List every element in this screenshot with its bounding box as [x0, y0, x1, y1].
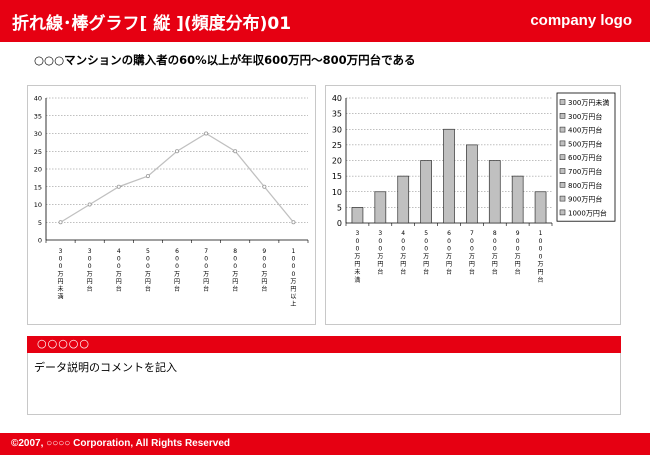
x-category-label: 3 0 0 万円台	[87, 248, 93, 293]
legend-label: 700万円台	[568, 167, 602, 176]
x-category-label: 7 0 0 万円台	[203, 248, 209, 293]
data-point	[291, 220, 296, 225]
footer-bar: ©2007, ○○○○ Corporation, All Rights Rese…	[0, 433, 650, 455]
comment-box: データ説明のコメントを記入	[27, 353, 621, 415]
x-category-label: 3 0 0 万円未満	[354, 230, 360, 284]
data-line	[60, 132, 294, 223]
x-category-label: 9 0 0 万円台	[515, 230, 521, 276]
y-tick-label: 25	[34, 148, 42, 156]
y-tick-label: 0	[38, 237, 42, 245]
y-tick-label: 40	[34, 95, 42, 103]
comment-header: ○○○○○	[27, 336, 621, 353]
legend-swatch	[559, 99, 566, 105]
bar	[511, 175, 524, 224]
legend-label: 600万円台	[568, 153, 602, 162]
bar	[466, 144, 478, 224]
data-point	[233, 149, 238, 154]
chart-headline: ○○○マンションの購入者の60%以上が年収600万円～800万円台である	[34, 53, 416, 67]
y-tick-label: 20	[34, 166, 42, 174]
legend-swatch	[559, 140, 566, 147]
legend-box	[556, 92, 616, 222]
comment-title: ○○○○○	[37, 337, 90, 350]
x-category-label: 1 0 0 0 万円以上	[290, 248, 296, 308]
bar	[351, 207, 364, 224]
legend-swatch	[559, 168, 566, 174]
bar-chart: 0 5 10 15 20 25 30 35 40 3 0 0 万円未満 3 0 0 万円台 4 0 0 万円台 5 0 0 万円…	[332, 92, 616, 284]
y-tick-label: 25	[332, 141, 342, 150]
data-point	[174, 149, 179, 154]
x-category-label: 3 0 0 万円未満	[58, 248, 64, 301]
legend-label: 300万円台	[568, 112, 602, 121]
bar	[443, 128, 455, 224]
bar	[488, 160, 501, 224]
legend-label: 900万円台	[568, 195, 602, 204]
y-tick-label: 5	[38, 219, 42, 227]
x-category-label: 8 0 0 万円台	[492, 230, 498, 276]
y-tick-label: 30	[332, 125, 342, 134]
legend-label: 300万円未満	[568, 98, 609, 107]
legend-label: 800万円台	[568, 181, 602, 190]
bar	[420, 160, 432, 224]
y-tick-label: 35	[34, 112, 42, 120]
copyright-text: ©2007, ○○○○ Corporation, All Rights Rese…	[11, 438, 230, 449]
line-chart: 0 5 10 15 20 25 30 35 40 3 0 0 万円未満 3 0 0 万円台 4 0 0 万円台 5 0 0 万円…	[34, 95, 309, 308]
page-title: 折れ線･棒グラフ[ 縦 ](頻度分布)01	[12, 14, 292, 34]
data-point	[58, 220, 63, 225]
data-point	[87, 202, 92, 207]
legend-swatch	[559, 112, 566, 119]
y-tick-label: 20	[332, 157, 342, 166]
bar	[397, 175, 410, 224]
y-tick-label: 5	[337, 203, 342, 212]
x-category-label: 7 0 0 万円台	[469, 230, 475, 276]
bar	[534, 191, 547, 224]
y-tick-label: 0	[337, 219, 342, 228]
legend-swatch	[559, 126, 566, 133]
comment-text: データ説明のコメントを記入	[34, 361, 177, 374]
data-point	[262, 184, 267, 189]
line-chart-panel: 0 5 10 15 20 25 30 35 40 3 0 0 万円未満 3 0 0 万円台 4 0 0 万円台 5 0 0 万円…	[27, 85, 316, 325]
x-category-label: 5 0 0 万円台	[145, 248, 151, 293]
y-tick-label: 35	[332, 110, 342, 119]
y-tick-label: 10	[34, 201, 42, 209]
header-bar: 折れ線･棒グラフ[ 縦 ](頻度分布)01 company logo	[0, 0, 650, 42]
x-category-label: 6 0 0 万円台	[174, 248, 180, 293]
data-point	[116, 184, 121, 189]
data-point	[204, 131, 209, 136]
x-category-label: 1 0 0 0 万円台	[538, 230, 544, 284]
y-tick-label: 30	[34, 130, 42, 138]
legend-label: 1000万円台	[568, 208, 607, 217]
x-category-label: 9 0 0 万円台	[261, 248, 267, 293]
x-category-label: 5 0 0 万円台	[423, 230, 429, 276]
company-logo: company logo	[530, 12, 632, 29]
x-category-label: 4 0 0 万円台	[116, 248, 122, 293]
legend-swatch	[559, 195, 566, 202]
legend-swatch	[559, 209, 566, 216]
legend-label: 500万円台	[568, 139, 602, 148]
bar	[374, 191, 387, 224]
x-category-label: 3 0 0 万円台	[377, 230, 383, 276]
x-category-label: 8 0 0 万円台	[232, 248, 238, 293]
y-tick-label: 15	[34, 183, 42, 191]
legend-swatch	[559, 154, 566, 160]
y-tick-label: 10	[332, 188, 342, 197]
x-category-label: 6 0 0 万円台	[446, 230, 452, 276]
legend-swatch	[559, 182, 566, 188]
y-tick-label: 15	[332, 172, 342, 181]
legend-label: 400万円台	[568, 126, 602, 135]
y-tick-label: 40	[332, 94, 342, 103]
x-category-label: 4 0 0 万円台	[400, 230, 406, 276]
bar-chart-panel: 0 5 10 15 20 25 30 35 40 3 0 0 万円未満 3 0 0 万円台 4 0 0 万円台 5 0 0 万円…	[325, 85, 621, 325]
data-point	[145, 174, 150, 179]
